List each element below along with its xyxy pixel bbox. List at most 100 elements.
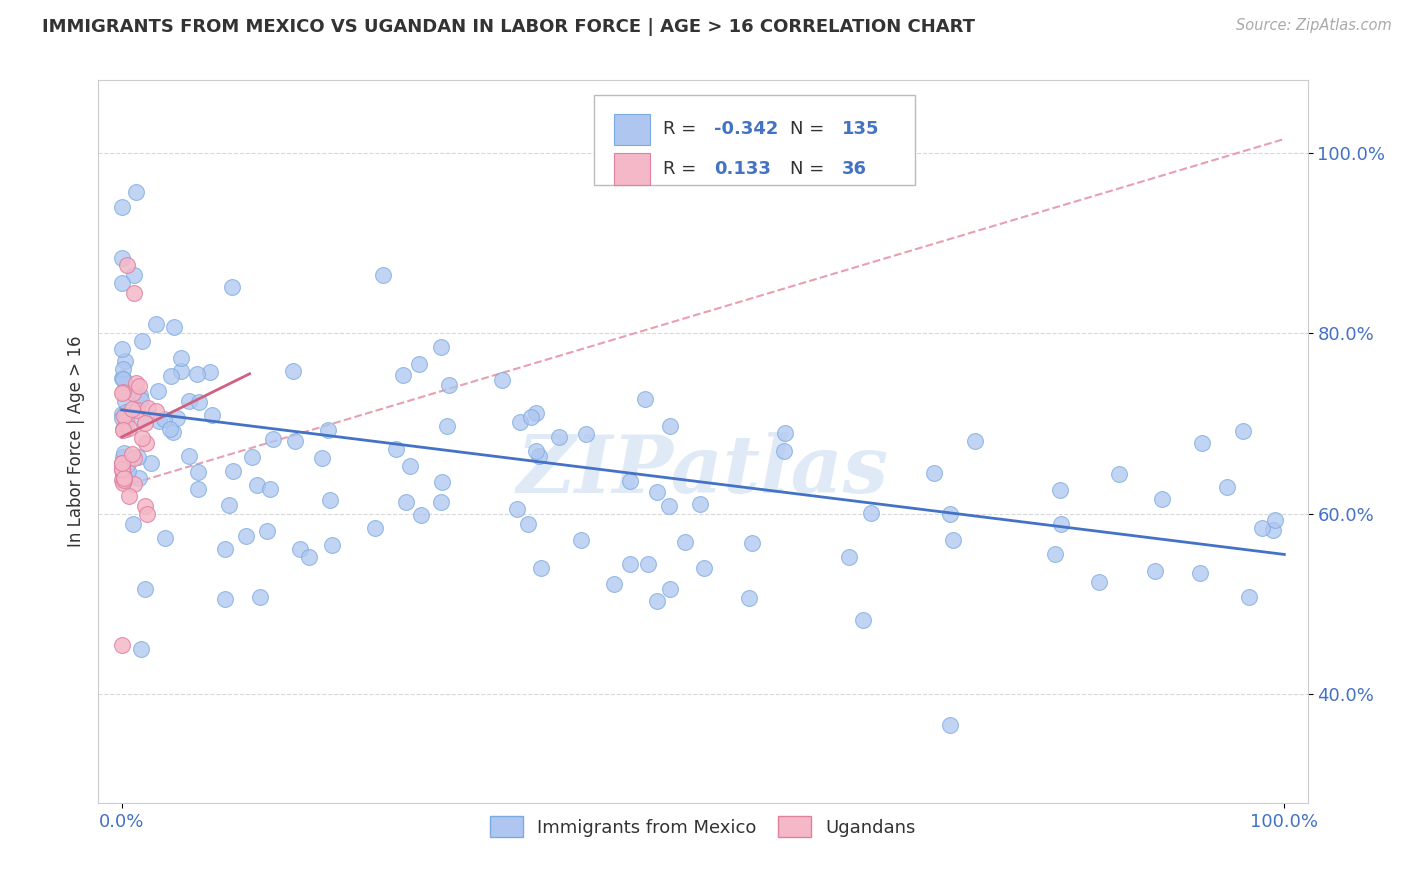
Point bbox=[111, 201, 134, 215]
Point bbox=[111, 638, 134, 652]
Point bbox=[1232, 424, 1254, 438]
Point bbox=[111, 407, 134, 421]
Point bbox=[942, 533, 965, 548]
Point bbox=[569, 533, 592, 547]
Point bbox=[1050, 516, 1073, 531]
Point bbox=[112, 446, 135, 460]
Point bbox=[432, 475, 454, 489]
Point bbox=[111, 385, 134, 400]
Point bbox=[129, 642, 152, 657]
Point bbox=[965, 434, 987, 449]
Point bbox=[516, 517, 538, 532]
Point bbox=[1108, 467, 1130, 481]
Point bbox=[163, 319, 186, 334]
Point bbox=[838, 549, 860, 564]
Point bbox=[125, 376, 148, 391]
Point bbox=[131, 393, 153, 408]
Point bbox=[298, 549, 321, 564]
Point bbox=[112, 475, 135, 490]
Point bbox=[114, 422, 136, 436]
Text: ZIPatlas: ZIPatlas bbox=[517, 432, 889, 509]
Point bbox=[112, 471, 135, 485]
Point bbox=[256, 524, 278, 539]
Point bbox=[221, 280, 243, 294]
Y-axis label: In Labor Force | Age > 16: In Labor Force | Age > 16 bbox=[66, 335, 84, 548]
Point bbox=[384, 442, 406, 456]
Point bbox=[111, 473, 134, 487]
Point bbox=[111, 456, 134, 470]
Text: N =: N = bbox=[790, 161, 830, 178]
Point bbox=[249, 590, 271, 604]
Point bbox=[111, 463, 134, 477]
Point bbox=[773, 444, 796, 458]
Point bbox=[131, 334, 153, 349]
Point bbox=[111, 456, 134, 470]
Point bbox=[395, 495, 418, 509]
Point bbox=[645, 593, 668, 607]
Legend: Immigrants from Mexico, Ugandans: Immigrants from Mexico, Ugandans bbox=[484, 809, 922, 845]
Text: -0.342: -0.342 bbox=[714, 120, 779, 138]
Point bbox=[738, 591, 761, 605]
Point bbox=[134, 582, 156, 597]
Point bbox=[1215, 480, 1237, 494]
Point bbox=[645, 484, 668, 499]
Point bbox=[122, 385, 145, 400]
Point bbox=[111, 276, 134, 290]
Point bbox=[1087, 575, 1109, 590]
Point bbox=[222, 464, 245, 478]
Text: R =: R = bbox=[664, 120, 702, 138]
Point bbox=[1144, 564, 1167, 578]
Point bbox=[436, 418, 458, 433]
Point bbox=[136, 401, 159, 416]
Point bbox=[201, 408, 224, 422]
Point bbox=[527, 449, 550, 463]
Point bbox=[409, 508, 432, 522]
Point bbox=[111, 410, 134, 425]
FancyBboxPatch shape bbox=[613, 153, 650, 185]
Point bbox=[112, 473, 135, 487]
Point bbox=[658, 500, 681, 514]
Point bbox=[281, 364, 304, 378]
Text: N =: N = bbox=[790, 120, 830, 138]
Point bbox=[1251, 521, 1274, 535]
Point bbox=[121, 447, 143, 461]
Point bbox=[575, 427, 598, 442]
Point bbox=[135, 507, 157, 521]
Text: Source: ZipAtlas.com: Source: ZipAtlas.com bbox=[1236, 18, 1392, 33]
Point bbox=[179, 393, 201, 408]
Point bbox=[437, 378, 460, 392]
Point bbox=[290, 541, 312, 556]
Point bbox=[399, 458, 422, 473]
Point bbox=[125, 403, 148, 417]
Point bbox=[524, 406, 547, 420]
Point bbox=[1043, 547, 1066, 561]
Point bbox=[124, 450, 146, 465]
Point bbox=[319, 492, 342, 507]
Point bbox=[129, 410, 152, 425]
Point bbox=[111, 450, 134, 465]
Point bbox=[246, 478, 269, 492]
Point bbox=[633, 392, 655, 406]
Point bbox=[115, 458, 138, 472]
Point bbox=[148, 414, 170, 428]
Point bbox=[139, 456, 162, 470]
Point bbox=[198, 365, 221, 379]
FancyBboxPatch shape bbox=[595, 95, 915, 185]
Point bbox=[169, 364, 191, 378]
Point bbox=[111, 372, 134, 386]
Point bbox=[145, 318, 167, 332]
Point bbox=[188, 395, 211, 409]
Point bbox=[1152, 491, 1174, 506]
Point bbox=[117, 259, 139, 273]
Point bbox=[124, 268, 146, 282]
Point bbox=[1188, 566, 1211, 580]
Point bbox=[364, 521, 387, 535]
Point bbox=[111, 361, 134, 376]
Point bbox=[530, 561, 553, 575]
Point bbox=[128, 388, 150, 402]
Text: 36: 36 bbox=[842, 161, 868, 178]
Point bbox=[637, 558, 659, 572]
Point bbox=[284, 434, 307, 449]
Point bbox=[145, 404, 167, 418]
Point bbox=[430, 340, 453, 354]
